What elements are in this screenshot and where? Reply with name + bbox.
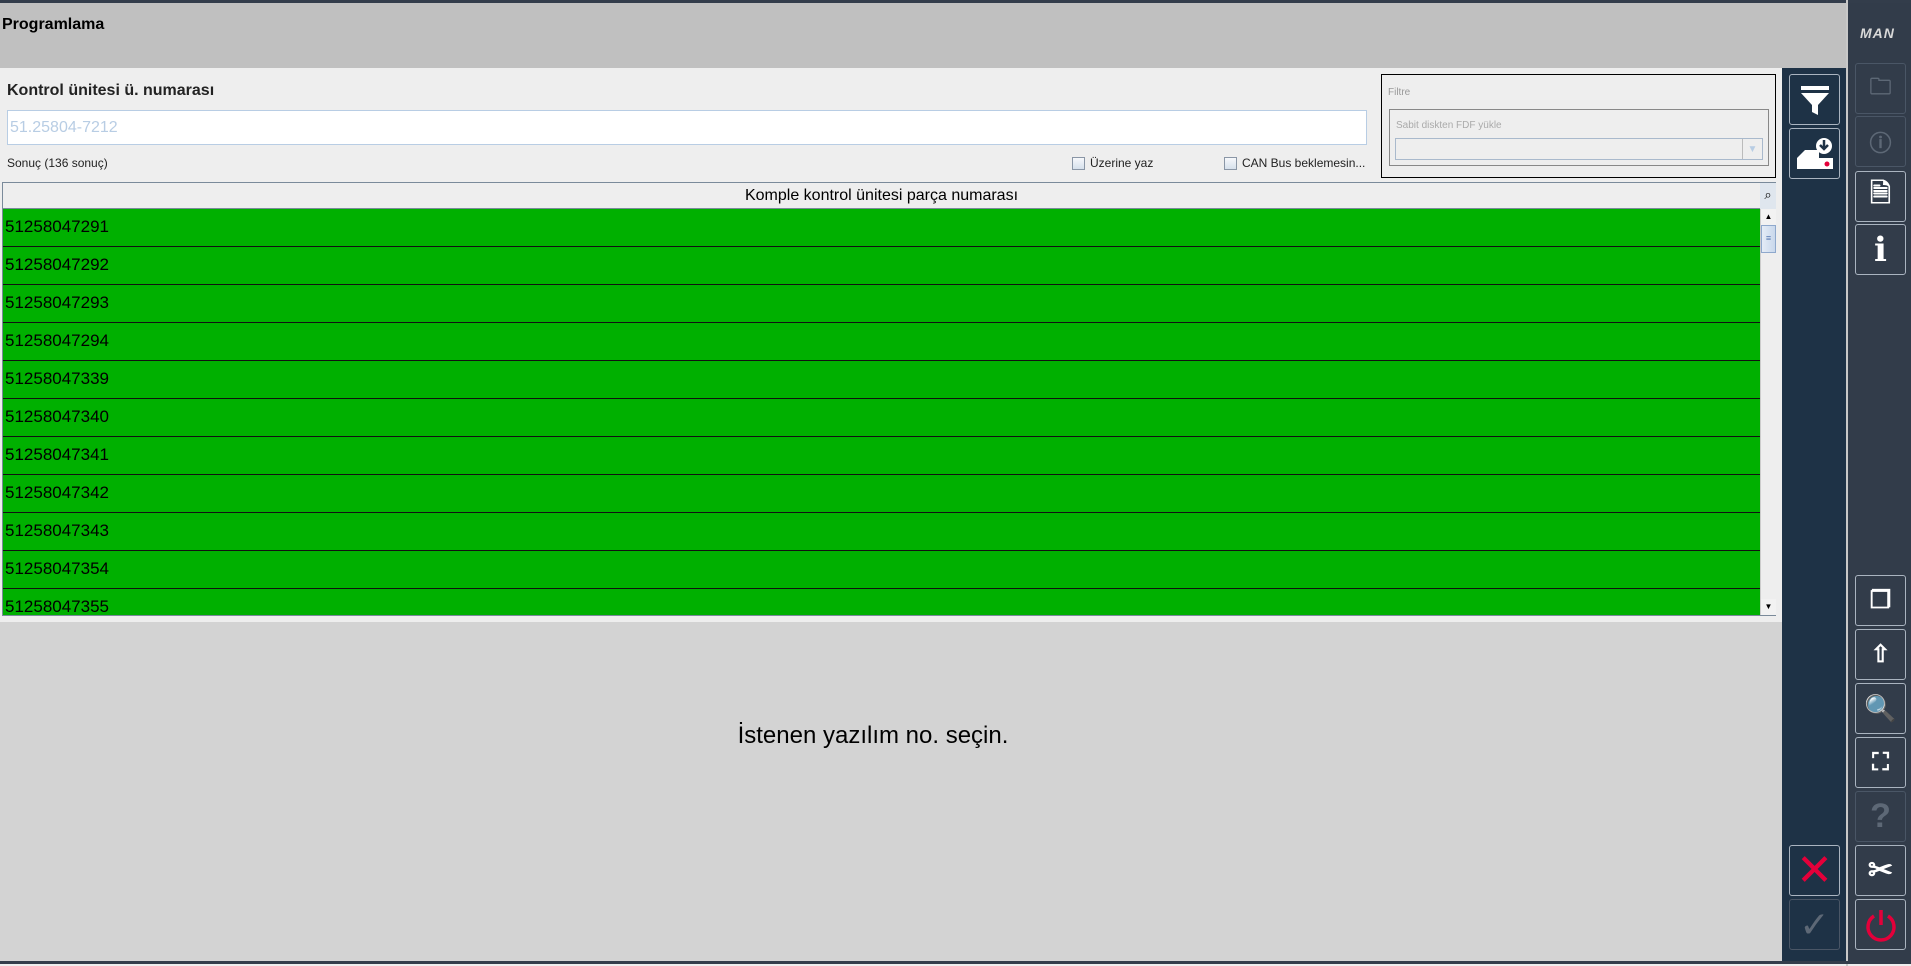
scroll-down-icon[interactable]: ▼ — [1761, 599, 1776, 615]
tools-icon: ✂ — [1867, 854, 1894, 887]
document-search-icon: 🔍 — [1864, 693, 1897, 723]
canbus-checkbox[interactable]: CAN Bus beklemesin... — [1224, 156, 1365, 170]
info-button[interactable]: i — [1855, 224, 1906, 275]
vehicle-info-icon: ⓘ — [1869, 130, 1892, 156]
checkbox-box[interactable] — [1072, 156, 1085, 170]
title-bar: Programlama — [0, 3, 1847, 68]
table-row[interactable]: 51258047341 — [3, 437, 1760, 475]
result-count: Sonuç (136 sonuç) — [7, 156, 108, 170]
filter-icon — [1800, 85, 1829, 115]
power-button[interactable] — [1855, 899, 1906, 950]
hdd-download-icon — [1796, 137, 1833, 169]
windows-button[interactable]: ❐ — [1855, 575, 1906, 626]
table-row[interactable]: 51258047294 — [3, 323, 1760, 361]
message-area: İstenen yazılım no. seçin. — [0, 622, 1782, 961]
filter-title: Filtre — [1388, 87, 1411, 98]
fdf-group: Sabit diskten FDF yükle ▼ — [1389, 109, 1769, 166]
tools-button[interactable]: ✂ — [1855, 845, 1906, 896]
filter-group: Filtre Sabit diskten FDF yükle ▼ — [1381, 74, 1776, 178]
table-row[interactable]: 51258047342 — [3, 475, 1760, 513]
canbus-label: CAN Bus beklemesin... — [1242, 156, 1366, 170]
check-icon: ✓ — [1799, 903, 1830, 945]
info-icon: i — [1874, 229, 1887, 270]
overwrite-checkbox[interactable]: Üzerine yaz — [1072, 156, 1153, 170]
table-row[interactable]: 51258047339 — [3, 361, 1760, 399]
vehicle-folder-icon: 🗀 — [1869, 73, 1892, 99]
scrollbar[interactable]: ▲ ≡ ▼ — [1760, 209, 1776, 615]
folder-upload-button[interactable]: ⇧ — [1855, 629, 1906, 680]
filter-button[interactable] — [1789, 74, 1840, 125]
ecu-number-input[interactable] — [7, 110, 1367, 145]
power-icon — [1865, 909, 1896, 942]
table-row[interactable]: 51258047340 — [3, 399, 1760, 437]
help-button[interactable]: ? — [1855, 791, 1906, 842]
confirm-button[interactable]: ✓ — [1789, 899, 1840, 950]
table-rows: 51258047291 51258047292 51258047293 5125804… — [3, 209, 1760, 615]
table-row[interactable]: 51258047291 — [3, 209, 1760, 247]
divider — [1846, 0, 1848, 966]
load-from-disk-button[interactable] — [1789, 128, 1840, 179]
page-title: Programlama — [2, 16, 105, 33]
top-border — [0, 0, 1911, 3]
search-icon[interactable]: ⌕ — [1760, 183, 1776, 209]
column-header[interactable]: Komple kontrol ünitesi parça numarası — [3, 183, 1760, 209]
close-icon: ✕ — [1796, 846, 1833, 895]
table-row[interactable]: 51258047343 — [3, 513, 1760, 551]
document-search-button[interactable]: 🔍 — [1855, 683, 1906, 734]
part-number-table: Komple kontrol ünitesi parça numarası ⌕ … — [2, 182, 1776, 616]
vehicle-folder-button[interactable]: 🗀 — [1855, 63, 1906, 114]
table-row[interactable]: 51258047355 — [3, 589, 1760, 615]
table-row[interactable]: 51258047293 — [3, 285, 1760, 323]
table-row[interactable]: 51258047292 — [3, 247, 1760, 285]
action-sidebar: ✕ ✓ — [1782, 68, 1846, 961]
document-info-icon: 🗎 — [1870, 177, 1891, 208]
table-row[interactable]: 51258047354 — [3, 551, 1760, 589]
fdf-select[interactable]: ▼ — [1395, 138, 1763, 160]
checkbox-box[interactable] — [1224, 156, 1237, 170]
screenshot-button[interactable]: ⛶ — [1855, 737, 1906, 788]
ecu-number-label: Kontrol ünitesi ü. numarası — [7, 82, 215, 99]
document-info-button[interactable]: 🗎 — [1855, 171, 1906, 222]
windows-icon: ❐ — [1869, 587, 1892, 614]
overwrite-label: Üzerine yaz — [1090, 156, 1154, 170]
folder-upload-icon: ⇧ — [1870, 641, 1891, 668]
bottom-border — [0, 961, 1911, 964]
scroll-up-icon[interactable]: ▲ — [1761, 209, 1776, 225]
chevron-down-icon[interactable]: ▼ — [1742, 139, 1762, 159]
scroll-thumb[interactable]: ≡ — [1761, 225, 1776, 253]
man-logo: MAN — [1860, 25, 1895, 41]
fdf-label: Sabit diskten FDF yükle — [1396, 120, 1502, 131]
screenshot-icon: ⛶ — [1872, 748, 1889, 776]
instruction-message: İstenen yazılım no. seçin. — [737, 722, 1009, 749]
right-rail: MAN 🗀 ⓘ 🗎 i ❐ ⇧ 🔍 ⛶ ? ✂ — [1848, 3, 1911, 961]
cancel-button[interactable]: ✕ — [1789, 845, 1840, 896]
help-icon: ? — [1870, 797, 1891, 835]
vehicle-info-button[interactable]: ⓘ — [1855, 116, 1906, 167]
